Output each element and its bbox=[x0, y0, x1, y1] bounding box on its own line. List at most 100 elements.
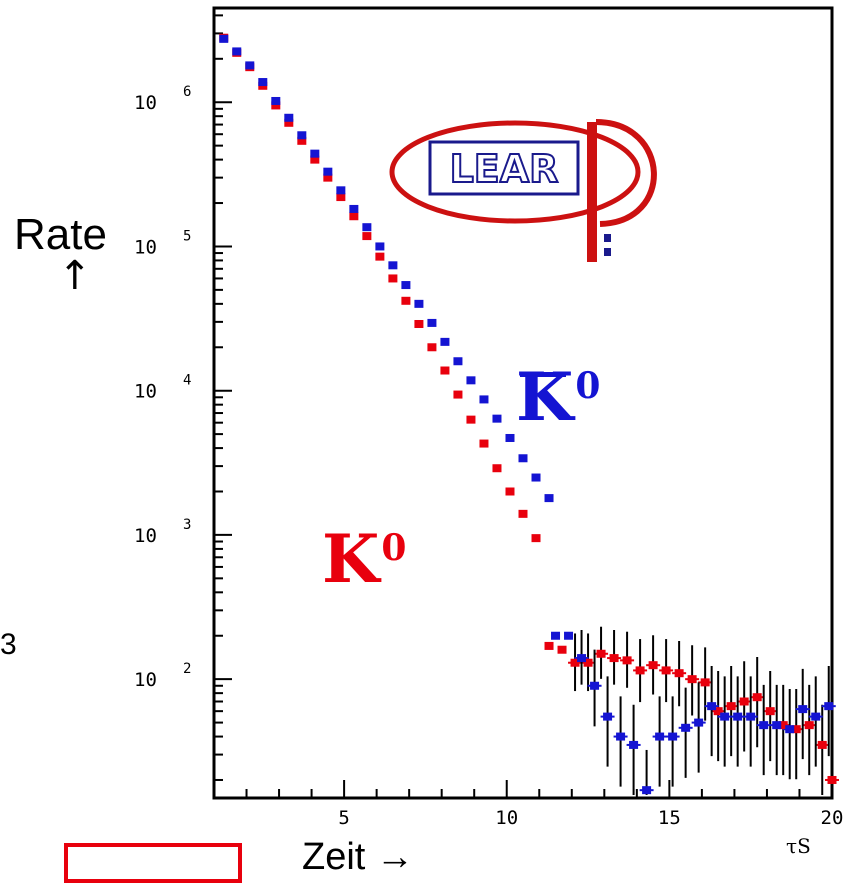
y-tick-label: 10 bbox=[134, 525, 157, 547]
x-ticks: 5 10 15 20 bbox=[245, 780, 844, 829]
k0bar-point bbox=[505, 433, 515, 442]
x-tick-label: 5 bbox=[338, 807, 349, 829]
k0-point bbox=[427, 343, 437, 352]
k0bar-point bbox=[453, 357, 463, 366]
k0-point bbox=[505, 487, 515, 496]
k0-point bbox=[336, 193, 346, 202]
k0-point bbox=[817, 740, 827, 749]
k0bar-point bbox=[336, 186, 346, 195]
k0-point bbox=[726, 702, 736, 711]
k0bar-point bbox=[310, 149, 320, 158]
y-tick-label: 10 bbox=[134, 669, 157, 691]
k0bar-point bbox=[284, 113, 294, 122]
k0bar-point bbox=[232, 47, 242, 56]
k0bar-point bbox=[629, 740, 639, 749]
lear-logo-ellipse bbox=[389, 120, 641, 224]
k0-point bbox=[492, 464, 502, 473]
k0-point bbox=[804, 721, 814, 730]
y-axis-label: Rate bbox=[14, 210, 107, 259]
lear-logo-text-box bbox=[428, 140, 580, 196]
k0-point bbox=[297, 136, 307, 145]
k0-point bbox=[674, 669, 684, 678]
k0bar-point bbox=[271, 96, 281, 105]
k0bar-point bbox=[772, 721, 782, 730]
lear-logo-dot-2 bbox=[604, 248, 611, 256]
k0bar-point bbox=[544, 494, 554, 503]
lear-logo: LEAR bbox=[389, 119, 657, 262]
k0bar-point bbox=[245, 61, 255, 70]
y-tick-exponent: 6 bbox=[183, 84, 191, 100]
k0bar-point bbox=[401, 281, 411, 290]
k0bar-point bbox=[297, 131, 307, 140]
k0-point bbox=[570, 658, 580, 667]
k0-point bbox=[827, 775, 837, 784]
k0bar-point bbox=[492, 414, 502, 423]
lear-logo-dot-1 bbox=[604, 234, 611, 242]
y-tick-exponent: 5 bbox=[183, 228, 191, 244]
k0bar-point bbox=[375, 242, 385, 251]
x-axis-unit: τS bbox=[786, 834, 811, 858]
data-points bbox=[219, 33, 837, 795]
y-tick-label: 10 bbox=[134, 236, 157, 258]
k0-point bbox=[583, 658, 593, 667]
k0bar-point bbox=[479, 395, 489, 404]
lear-logo-text: LEAR bbox=[450, 147, 559, 191]
k0bar-point bbox=[427, 318, 437, 327]
k0-point bbox=[440, 366, 450, 375]
k0bar-point bbox=[349, 204, 359, 213]
k0bar-point bbox=[668, 732, 678, 741]
k0-label-base: K bbox=[322, 520, 380, 598]
k0bar-point bbox=[707, 702, 717, 711]
lear-logo-stem bbox=[587, 122, 597, 262]
k0bar-point bbox=[681, 723, 691, 732]
k0-point bbox=[466, 415, 476, 424]
lear-logo-loop bbox=[595, 119, 657, 227]
y-tick-exponent: 4 bbox=[183, 373, 191, 389]
k0-point bbox=[687, 675, 697, 684]
x-tick-label: 15 bbox=[658, 807, 681, 829]
k0-point bbox=[323, 173, 333, 182]
k0-point bbox=[778, 721, 788, 730]
k0-point bbox=[401, 296, 411, 305]
x-tick-label: 10 bbox=[495, 807, 518, 829]
y-tick-exponent: 2 bbox=[183, 661, 191, 677]
k0-point bbox=[388, 274, 398, 283]
k0-point bbox=[544, 641, 554, 650]
k0bar-point bbox=[551, 631, 561, 640]
red-box bbox=[64, 843, 242, 883]
k0bar-label: K0 bbox=[516, 358, 600, 436]
k0-point bbox=[414, 319, 424, 328]
x-tick-label: 20 bbox=[821, 807, 844, 829]
k0-point bbox=[479, 439, 489, 448]
k0bar-point bbox=[603, 712, 613, 721]
k0bar-point bbox=[642, 786, 652, 795]
k0-point bbox=[609, 654, 619, 663]
k0bar-label-sup: 0 bbox=[575, 365, 601, 407]
k0-point bbox=[271, 101, 281, 110]
k0-label-sup: 0 bbox=[381, 527, 407, 569]
stray-digit: 3 bbox=[0, 628, 17, 661]
k0-label: K0 bbox=[322, 520, 406, 598]
k0bar-point bbox=[616, 732, 626, 741]
k0bar-point bbox=[258, 78, 268, 87]
k0-point bbox=[713, 707, 723, 716]
y-tick-exponent: 3 bbox=[183, 517, 191, 533]
k0-point bbox=[700, 678, 710, 687]
k0-point bbox=[375, 252, 385, 261]
k0bar-point bbox=[466, 376, 476, 385]
k0bar-point bbox=[733, 712, 743, 721]
k0bar-overline bbox=[520, 372, 566, 377]
k0-point bbox=[362, 232, 372, 241]
k0-point bbox=[531, 534, 541, 543]
y-tick-label: 10 bbox=[134, 381, 157, 403]
k0-point bbox=[453, 390, 463, 399]
x-axis-label: Zeit → bbox=[302, 836, 414, 878]
k0bar-point bbox=[655, 732, 665, 741]
k0bar-label-base: K bbox=[516, 358, 574, 436]
k0bar-point bbox=[811, 712, 821, 721]
k0bar-point bbox=[440, 337, 450, 346]
k0-point bbox=[622, 656, 632, 665]
k0-point bbox=[648, 661, 658, 670]
k0bar-point bbox=[219, 34, 229, 43]
y-tick-label: 10 bbox=[134, 92, 157, 114]
